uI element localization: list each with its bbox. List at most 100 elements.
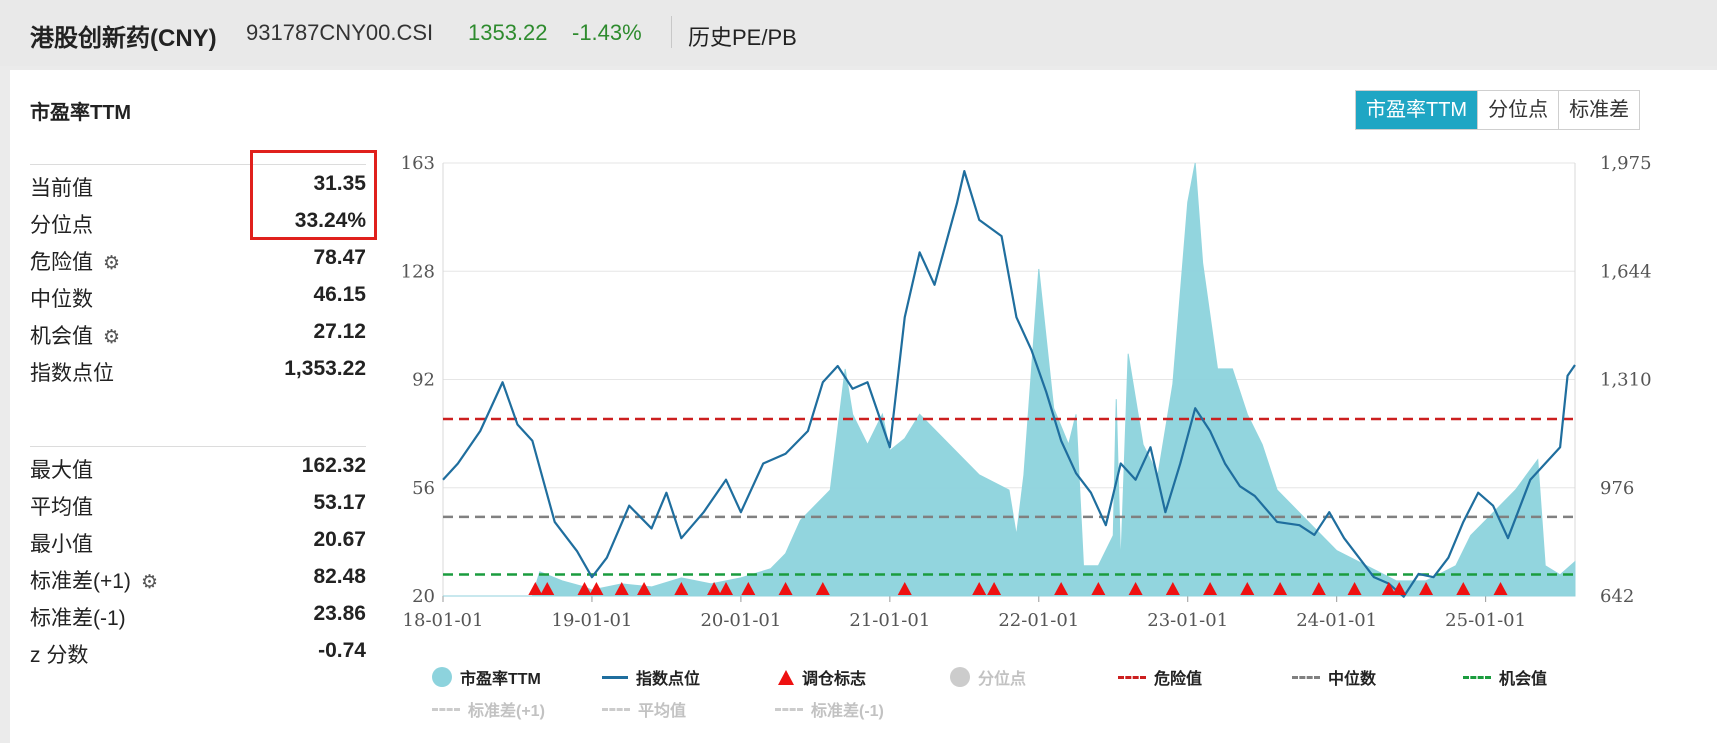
stat-row: 中位数 46.15 <box>30 276 366 313</box>
legend-mean[interactable]: 平均值 <box>602 697 686 721</box>
rebalance-marker <box>1128 582 1143 595</box>
legend-opportunity[interactable]: 机会值 <box>1463 665 1547 689</box>
history-pe-pb-link[interactable]: 历史PE/PB <box>688 25 797 50</box>
legend-std-minus[interactable]: 标准差(-1) <box>775 697 884 721</box>
rebalance-marker <box>589 582 604 595</box>
legend-median[interactable]: 中位数 <box>1292 665 1376 689</box>
stat-value: 78.47 <box>313 246 366 269</box>
stat-row: 危险值 ⚙ 78.47 <box>30 239 366 276</box>
y-left-tick-label: 128 <box>401 261 435 282</box>
legend-rebalance[interactable]: 调仓标志 <box>778 665 866 689</box>
line-icon <box>1292 675 1320 679</box>
rebalance-marker <box>741 582 756 595</box>
stat-value: 27.12 <box>313 320 366 343</box>
stat-value: 82.48 <box>313 565 366 588</box>
line-icon <box>432 707 460 711</box>
legend-percentile[interactable]: 分位点 <box>950 665 1026 689</box>
tab-std-dev[interactable]: 标准差 <box>1558 91 1640 129</box>
legend-label: 市盈率TTM <box>460 671 541 688</box>
stat-row: 平均值 53.17 <box>30 484 366 521</box>
rebalance-marker <box>897 582 912 595</box>
stat-row: 最小值 20.67 <box>30 521 366 558</box>
stat-label: 标准差(-1) <box>30 607 126 630</box>
rebalance-marker <box>1493 582 1508 595</box>
stat-row: 指数点位 1,353.22 <box>30 350 366 387</box>
stat-value: 20.67 <box>313 528 366 551</box>
stat-row: 当前值 31.35 <box>30 165 366 202</box>
tab-pe-ttm[interactable]: 市盈率TTM <box>1356 91 1478 129</box>
rebalance-marker <box>1091 582 1106 595</box>
tab-percentile[interactable]: 分位点 <box>1477 91 1559 129</box>
stat-row: 分位点 33.24% <box>30 202 366 239</box>
x-tick-label: 20-01-01 <box>700 610 781 631</box>
rebalance-marker <box>815 582 830 595</box>
stat-value: 1,353.22 <box>284 357 366 380</box>
line-icon <box>775 707 803 711</box>
rebalance-marker <box>577 582 592 595</box>
stat-row: 标准差(+1) ⚙ 82.48 <box>30 558 366 595</box>
line-icon <box>1118 675 1146 679</box>
legend-label: 标准差(+1) <box>468 703 545 720</box>
rebalance-marker <box>1240 582 1255 595</box>
rebalance-marker <box>1273 582 1288 595</box>
rebalance-marker <box>987 582 1002 595</box>
y-right-tick-label: 642 <box>1600 586 1634 607</box>
circle-icon <box>432 667 452 687</box>
triangle-icon <box>778 669 794 685</box>
stat-label: 危险值 <box>30 251 93 274</box>
stat-value: 23.86 <box>313 602 366 625</box>
legend-label: 平均值 <box>638 703 687 720</box>
y-right-tick-label: 1,975 <box>1600 153 1652 174</box>
line-icon <box>602 675 628 679</box>
stat-label: 分位点 <box>30 214 93 237</box>
stat-label: 标准差(+1) <box>30 570 131 593</box>
rebalance-marker <box>540 582 555 595</box>
legend-std-plus[interactable]: 标准差(+1) <box>432 697 545 721</box>
y-right-tick-label: 1,310 <box>1600 370 1652 391</box>
stats-list-top: 当前值 31.35 分位点 33.24% 危险值 ⚙ 78.47 中位数 46.15 机会值 ⚙ 27… <box>30 165 366 387</box>
panel-title: 市盈率TTM <box>30 102 132 124</box>
y-right-tick-label: 1,644 <box>1600 261 1652 282</box>
x-tick-label: 21-01-01 <box>849 610 930 631</box>
stat-value: 31.35 <box>313 172 366 195</box>
legend-label: 指数点位 <box>636 671 701 688</box>
stat-label: 当前值 <box>30 177 93 200</box>
metric-tabs: 市盈率TTM 分位点 标准差 <box>1355 90 1641 130</box>
legend-label: 机会值 <box>1499 671 1548 688</box>
line-icon <box>602 707 630 711</box>
rebalance-marker <box>674 582 689 595</box>
stat-label-wrap: 标准差(+1) ⚙ <box>30 565 158 595</box>
x-tick-label: 24-01-01 <box>1296 610 1377 631</box>
y-left-tick-label: 163 <box>401 153 435 174</box>
legend-danger[interactable]: 危险值 <box>1118 665 1202 689</box>
stat-row: z 分数 -0.74 <box>30 632 366 669</box>
stats-divider-bottom <box>30 446 366 447</box>
index-code: 931787CNY00.CSI <box>246 20 434 45</box>
stat-value: 33.24% <box>294 209 366 232</box>
y-left-tick-label: 56 <box>412 478 435 499</box>
stats-list-bottom: 最大值 162.32 平均值 53.17 最小值 20.67 标准差(+1) ⚙ 82.48 标准… <box>30 447 366 669</box>
highlight-box <box>250 150 377 240</box>
stat-value: 53.17 <box>313 491 366 514</box>
rebalance-marker <box>1381 582 1396 595</box>
legend-index-level[interactable]: 指数点位 <box>602 665 700 689</box>
rebalance-marker <box>637 582 652 595</box>
y-left-tick-label: 20 <box>412 586 435 607</box>
legend-pe-ttm[interactable]: 市盈率TTM <box>432 665 541 689</box>
rebalance-marker <box>1203 582 1218 595</box>
line-icon <box>1463 675 1491 679</box>
rebalance-marker <box>614 582 629 595</box>
index-line <box>442 170 1576 598</box>
stats-divider-top <box>30 164 366 165</box>
legend-label: 标准差(-1) <box>811 703 884 720</box>
stat-label: 中位数 <box>30 288 93 311</box>
stat-label: 最大值 <box>30 459 93 482</box>
legend-label: 调仓标志 <box>802 671 867 688</box>
gear-icon[interactable]: ⚙ <box>103 253 121 274</box>
gear-icon[interactable]: ⚙ <box>103 327 121 348</box>
x-tick-label: 25-01-01 <box>1445 610 1526 631</box>
header-bar: 港股创新药(CNY) 931787CNY00.CSI 1353.22 -1.43… <box>0 0 1717 66</box>
gear-icon[interactable]: ⚙ <box>140 572 158 593</box>
index-price: 1353.22 <box>468 20 548 45</box>
